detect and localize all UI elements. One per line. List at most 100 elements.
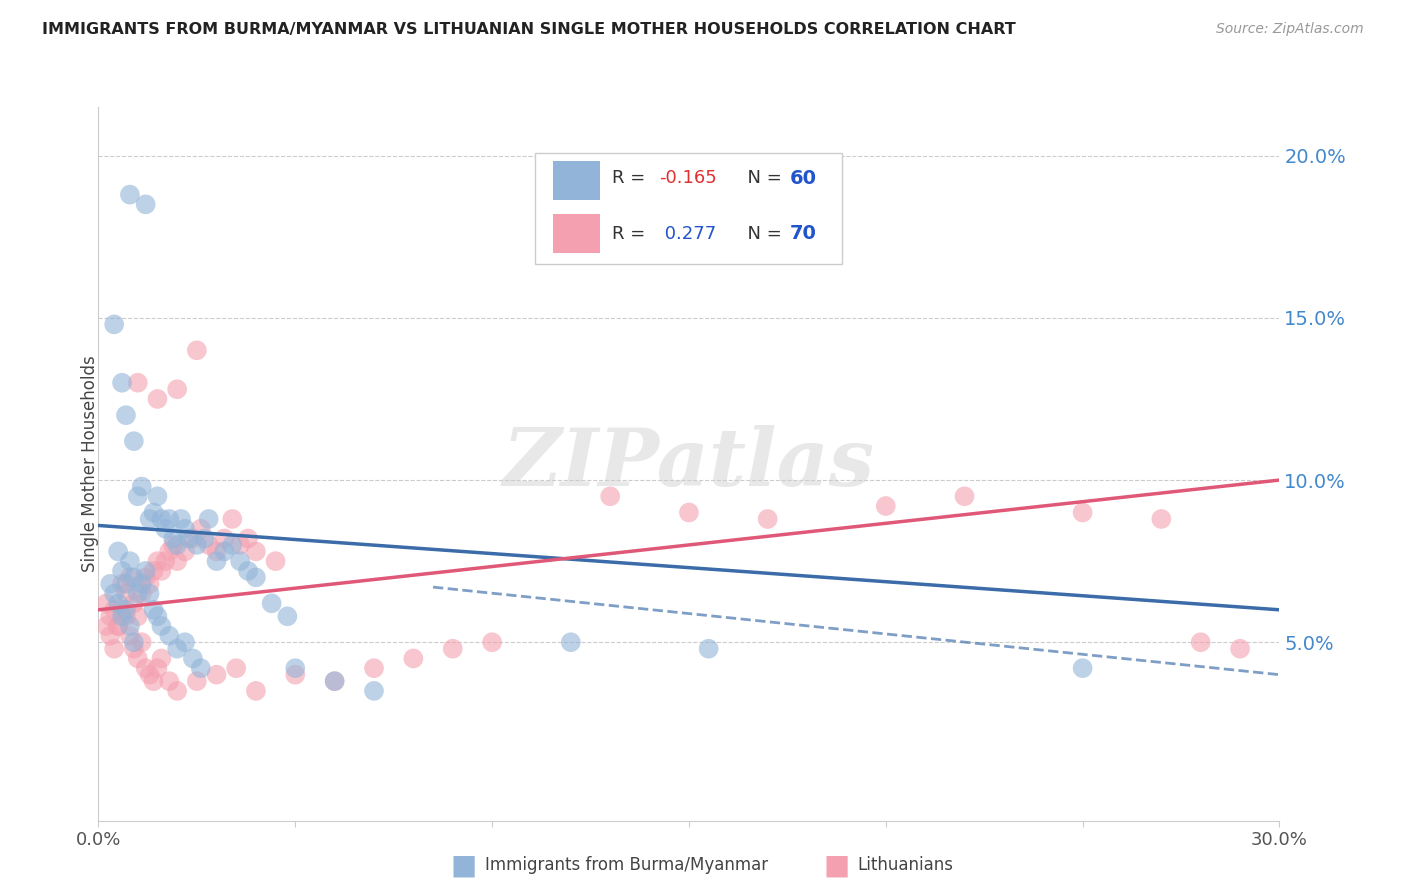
Text: 0.277: 0.277 [659,225,717,243]
Point [205,554,228,568]
Point [103,586,125,600]
Point [177,532,200,546]
Point [186,538,208,552]
Point [127,376,149,390]
Point [162,532,184,546]
Point [205,544,228,558]
Point [170,512,193,526]
Point [402,651,425,665]
Point [96,596,118,610]
Point [214,532,236,546]
Point [155,554,177,568]
Point [131,635,153,649]
Text: IMMIGRANTS FROM BURMA/MYANMAR VS LITHUANIAN SINGLE MOTHER HOUSEHOLDS CORRELATION: IMMIGRANTS FROM BURMA/MYANMAR VS LITHUAN… [42,22,1017,37]
Point [103,318,125,332]
Point [111,603,134,617]
Y-axis label: Single Mother Households: Single Mother Households [82,356,98,572]
Point [323,674,346,689]
Point [245,570,267,584]
Point [146,392,169,406]
Point [131,577,153,591]
Point [122,596,145,610]
Point [229,554,252,568]
Point [127,651,149,665]
Point [197,538,219,552]
Point [146,661,169,675]
Point [214,544,236,558]
Point [131,586,153,600]
Point [174,522,197,536]
Point [194,532,217,546]
Point [1229,641,1251,656]
Point [1150,512,1173,526]
Point [276,609,298,624]
Point [118,187,141,202]
Point [111,609,134,624]
Point [122,570,145,584]
Point [157,544,180,558]
Point [138,586,160,600]
Point [131,479,153,493]
Point [181,532,204,546]
Point [98,577,121,591]
Point [142,603,165,617]
Point [118,554,141,568]
Point [186,674,208,689]
Point [138,577,160,591]
Point [150,564,173,578]
Point [481,635,503,649]
Point [221,512,243,526]
Point [599,489,621,503]
Point [186,343,208,358]
Point [111,564,134,578]
Point [138,667,160,681]
Point [115,609,138,624]
Point [697,641,720,656]
Point [756,512,779,526]
Point [560,635,582,649]
Point [142,564,165,578]
Point [118,619,141,633]
Point [245,684,267,698]
Point [284,661,307,675]
Point [107,619,129,633]
Point [115,408,138,422]
Point [122,434,145,449]
Point [122,641,145,656]
Point [875,499,897,513]
Point [225,661,247,675]
Text: ■: ■ [824,851,849,880]
Text: ZIPatlas: ZIPatlas [503,425,875,502]
Point [150,512,173,526]
Point [98,609,121,624]
Point [142,674,165,689]
FancyBboxPatch shape [553,161,600,200]
Point [98,629,121,643]
Text: ■: ■ [451,851,477,880]
Point [953,489,976,503]
Point [166,641,188,656]
Point [157,629,180,643]
Point [363,684,385,698]
Point [166,382,188,396]
Point [146,489,169,503]
Point [107,619,129,633]
Point [155,522,177,536]
Point [127,489,149,503]
Text: Immigrants from Burma/Myanmar: Immigrants from Burma/Myanmar [485,856,768,874]
Point [142,506,165,520]
Text: R =: R = [612,225,651,243]
Text: R =: R = [612,169,651,187]
Text: N =: N = [737,225,787,243]
Point [150,619,173,633]
Point [236,532,259,546]
Point [157,674,180,689]
Point [174,635,197,649]
FancyBboxPatch shape [553,214,600,253]
Point [135,197,157,211]
Point [118,570,141,584]
Point [115,586,138,600]
Point [236,564,259,578]
Point [111,376,134,390]
Point [1071,661,1094,675]
